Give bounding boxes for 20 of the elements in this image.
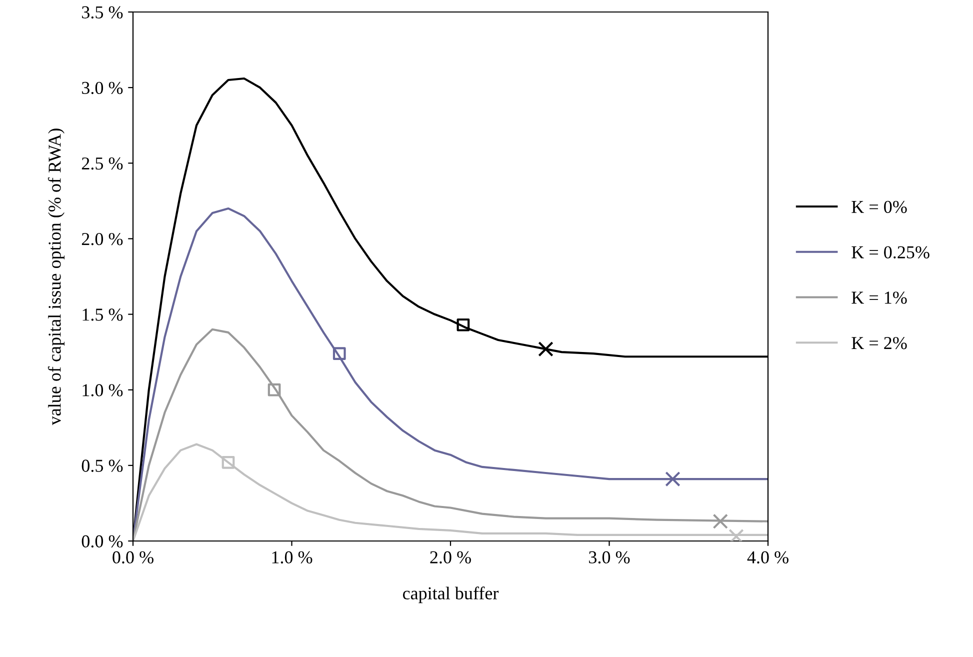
x-axis-title: capital buffer — [402, 586, 499, 604]
legend-label: K = 0.25% — [852, 246, 930, 258]
y-tick-label: 2.0 % — [82, 232, 123, 246]
x-tick-label: 1.0 % — [272, 551, 312, 564]
y-tick-label: 2.5 % — [82, 157, 123, 170]
x-tick-label: 2.0 % — [430, 551, 471, 564]
y-tick-label: 3.0 % — [82, 82, 123, 94]
y-tick-label: 0.0 % — [82, 535, 123, 548]
x-tick-label: 4.0 % — [747, 551, 788, 564]
x-tick-label: 0.0 % — [112, 551, 154, 564]
y-tick-label: 0.5 % — [82, 460, 123, 472]
legend-label: K = 0% — [852, 200, 907, 214]
y-tick-label: 1.0 % — [82, 384, 123, 396]
y-tick-label: 1.5 % — [82, 308, 123, 321]
legend-label: K = 1% — [852, 292, 907, 304]
x-tick-label: 3.0 % — [589, 551, 630, 564]
y-tick-label: 3.5 % — [82, 6, 123, 19]
point — [222, 456, 235, 469]
legend-label: K = 2% — [852, 336, 907, 350]
y-axis-title: value of capital issue option (% of RWA) — [48, 128, 64, 426]
